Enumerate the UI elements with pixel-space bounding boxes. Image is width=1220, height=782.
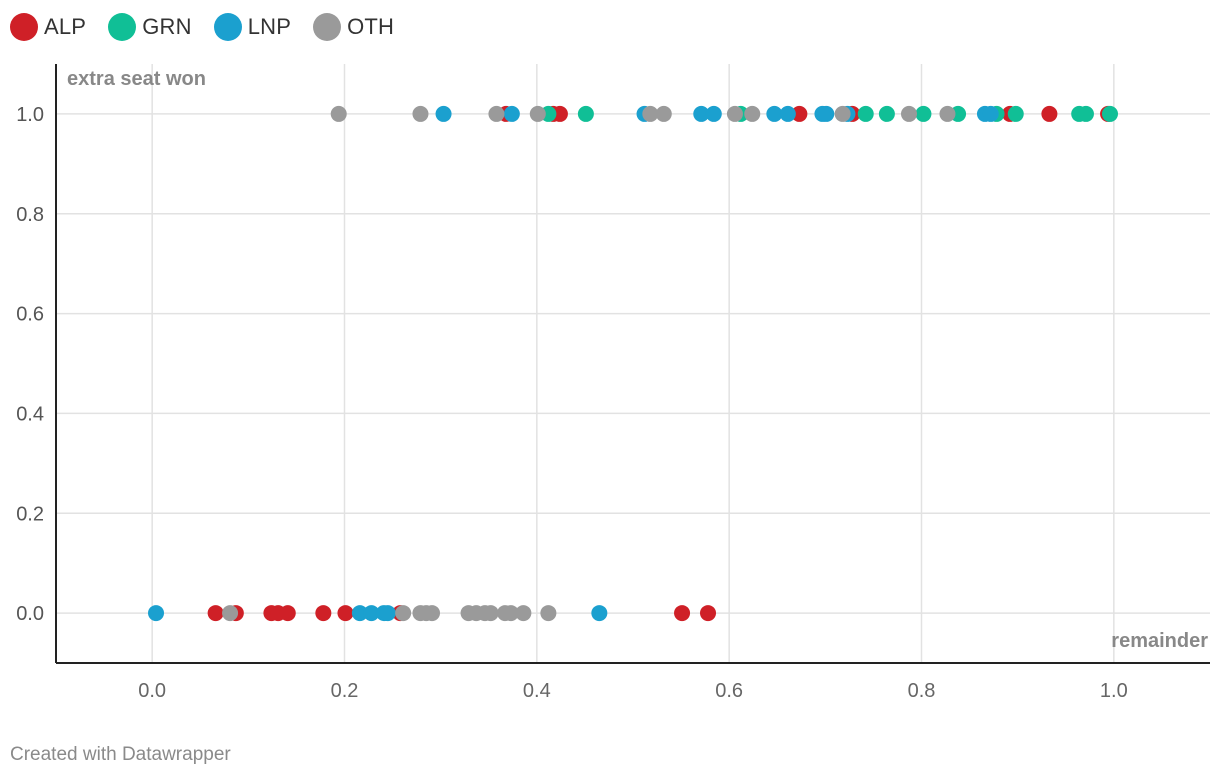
legend-label: LNP <box>247 14 292 39</box>
point-lnp <box>435 105 452 122</box>
point-alp <box>279 605 296 622</box>
y-tick-labels: 0.0 0.2 0.4 0.6 0.8 1.0 <box>16 104 44 625</box>
point-oth <box>482 605 499 622</box>
x-tick-label: 0.4 <box>523 680 551 702</box>
legend-swatch <box>213 13 242 41</box>
point-lnp <box>693 105 710 122</box>
point-lnp <box>705 105 722 122</box>
point-alp <box>1041 105 1058 122</box>
point-alp <box>315 605 332 622</box>
point-grn <box>857 105 874 122</box>
point-oth <box>515 605 532 622</box>
x-tick-label: 1.0 <box>1100 680 1128 702</box>
x-tick-label: 0.6 <box>715 680 743 702</box>
point-lnp <box>982 105 999 122</box>
point-grn <box>1077 105 1094 122</box>
point-alp <box>551 105 568 122</box>
point-lnp <box>818 105 835 122</box>
x-tick-label: 0.8 <box>908 680 936 702</box>
y-tick-label: 1.0 <box>16 104 44 126</box>
point-grn <box>577 105 594 122</box>
point-oth <box>395 605 412 622</box>
legend-swatch <box>10 13 38 41</box>
point-oth <box>330 105 347 122</box>
point-grn <box>878 105 895 122</box>
point-oth <box>488 105 505 122</box>
point-oth <box>642 105 659 122</box>
point-alp <box>337 605 354 622</box>
point-alp <box>700 605 717 622</box>
y-tick-label: 0.8 <box>16 204 44 226</box>
legend-item-oth: OTH <box>313 13 394 41</box>
y-tick-label: 0.2 <box>16 503 44 525</box>
point-oth <box>939 105 956 122</box>
point-grn <box>1007 105 1024 122</box>
footer-credit: Created with Datawrapper <box>10 744 231 765</box>
point-alp <box>791 105 808 122</box>
x-tick-labels: 0.0 0.2 0.4 0.6 0.8 1.0 <box>138 680 1127 702</box>
legend-item-grn: GRN <box>108 13 192 41</box>
point-grn <box>915 105 932 122</box>
point-alp <box>674 605 691 622</box>
legend-label: GRN <box>142 14 192 39</box>
gridlines <box>56 64 1210 663</box>
point-oth <box>502 605 519 622</box>
point-oth <box>222 605 239 622</box>
legend-label: ALP <box>44 14 87 39</box>
point-lnp <box>503 105 520 122</box>
point-oth <box>655 105 672 122</box>
legend-item-lnp: LNP <box>213 13 292 41</box>
data-points <box>148 105 1118 622</box>
point-oth <box>412 105 429 122</box>
point-oth <box>744 105 761 122</box>
legend: ALP GRN LNP OTH <box>10 10 394 44</box>
point-oth <box>529 105 546 122</box>
x-axis-label: remainder <box>1111 630 1208 652</box>
point-lnp <box>363 605 380 622</box>
y-tick-label: 0.0 <box>16 603 44 625</box>
y-tick-label: 0.4 <box>16 403 44 425</box>
point-lnp <box>766 105 783 122</box>
legend-swatch <box>313 13 342 41</box>
point-oth <box>726 105 743 122</box>
point-grn <box>1101 105 1118 122</box>
point-oth <box>540 605 557 622</box>
legend-label: OTH <box>347 14 395 39</box>
point-lnp <box>591 605 608 622</box>
point-lnp <box>351 605 368 622</box>
x-tick-label: 0.0 <box>138 680 166 702</box>
point-alp <box>207 605 224 622</box>
point-oth <box>900 105 917 122</box>
point-oth <box>834 105 851 122</box>
point-lnp <box>379 605 396 622</box>
legend-swatch <box>108 13 137 41</box>
axes <box>55 64 1210 664</box>
point-oth <box>424 605 441 622</box>
y-tick-label: 0.6 <box>16 304 44 326</box>
point-lnp <box>779 105 796 122</box>
y-axis-label: extra seat won <box>67 68 206 90</box>
x-tick-label: 0.2 <box>331 680 359 702</box>
point-lnp <box>148 605 165 622</box>
legend-item-alp: ALP <box>10 13 86 41</box>
